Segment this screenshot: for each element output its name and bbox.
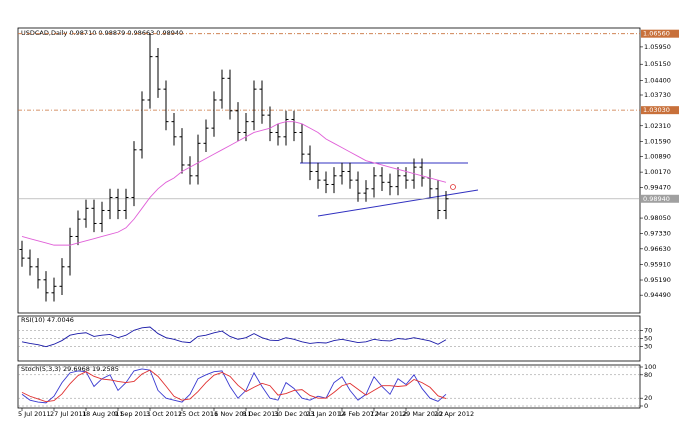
y-tick-label: 1.02310 [644, 122, 671, 130]
x-tick-label: 30 Dec 2011 [274, 410, 316, 418]
x-tick-label: 20 Apr 2012 [434, 410, 474, 418]
y-tick-label: 1.03730 [644, 91, 671, 99]
x-tick-label: 14 Feb 2012 [338, 410, 378, 418]
y-tick-label: 0.95190 [644, 276, 671, 284]
y-tick-label: 1.00170 [644, 168, 671, 176]
stoch-panel-frame [17, 364, 641, 409]
x-tick-label: 23 Jan 2012 [306, 410, 345, 418]
y-tick-label: 80 [644, 371, 652, 379]
y-tick-label: 70 [644, 326, 652, 334]
x-tick-label: 16 Nov 2011 [210, 410, 252, 418]
y-tick-label: 1.05150 [644, 60, 671, 68]
x-tick-label: 3 Oct 2011 [146, 410, 182, 418]
y-tick-label: 1.04400 [644, 76, 671, 84]
stoch-title: Stoch(5,3,3) 29.6968 19.2585 [21, 365, 119, 373]
indicator-line [21, 326, 447, 348]
y-tick-label: 1.05950 [644, 43, 671, 51]
level-label-box [641, 29, 679, 38]
y-tick-label: 0.94490 [644, 291, 671, 299]
moving-average [21, 121, 447, 246]
indicator-line [21, 368, 447, 404]
x-tick-label: 7 Mar 2012 [370, 410, 407, 418]
y-tick-label: 0.97330 [644, 230, 671, 238]
level-label-box [641, 106, 679, 115]
y-tick-label: 0.98050 [644, 214, 671, 222]
alert-marker [450, 184, 456, 190]
y-tick-label: 0.96630 [644, 245, 671, 253]
x-tick-label: 5 Jul 2011 [18, 410, 51, 418]
x-tick-label: 25 Oct 2011 [178, 410, 218, 418]
y-tick-label: 50 [644, 335, 652, 343]
level-label: 1.06560 [643, 30, 670, 38]
current-price-box [641, 194, 679, 203]
y-tick-label: 100 [644, 363, 656, 371]
main-panel-frame [17, 27, 641, 314]
y-tick-label: 0.95910 [644, 260, 671, 268]
y-tick-label: 0.99470 [644, 183, 671, 191]
x-tick-label: 9 Sep 2011 [114, 410, 151, 418]
y-tick-label: 30 [644, 343, 652, 351]
x-tick-label: 27 Jul 2011 [50, 410, 87, 418]
chart-title: USDCAD,Daily 0.98710 0.98879 0.98663 0.9… [21, 29, 183, 37]
y-tick-label: 1.01590 [644, 137, 671, 145]
y-tick-label: 0 [644, 402, 648, 410]
level-label: 1.03030 [643, 106, 670, 114]
x-tick-label: 29 Mar 2012 [402, 410, 443, 418]
rsi-title: RSI(10) 47.0046 [21, 316, 74, 324]
current-price-label: 0.98940 [643, 195, 670, 203]
x-tick-label: 8 Dec 2011 [242, 410, 279, 418]
y-tick-label: 1.00890 [644, 153, 671, 161]
indicator-line [21, 369, 447, 403]
x-tick-label: 18 Aug 2011 [82, 410, 124, 418]
y-tick-label: 20 [644, 394, 652, 402]
support-trendline [317, 189, 479, 217]
